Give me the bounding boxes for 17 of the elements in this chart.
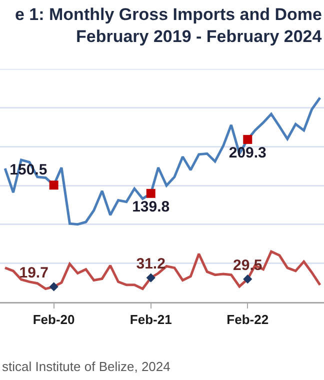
- point: [146, 188, 156, 198]
- data-label: 29.5: [233, 256, 262, 274]
- point: [243, 134, 252, 144]
- point: [49, 180, 58, 190]
- text: stical Institute of Belize, 2024: [2, 359, 170, 374]
- x-tick-label: Feb-22: [226, 312, 269, 328]
- data-label: 139.8: [132, 198, 170, 216]
- point: [49, 282, 58, 292]
- point: [146, 273, 156, 282]
- data-label: 19.7: [19, 264, 48, 282]
- x-tick-label: Feb-21: [130, 312, 172, 328]
- chart-subtitle: February 2019 - February 2024: [76, 27, 322, 46]
- x-tick-label: Feb-20: [32, 312, 75, 328]
- data-label: 209.3: [228, 144, 266, 162]
- data-label: 31.2: [136, 256, 166, 273]
- chart-title: e 1: Monthly Gross Imports and Dome: [15, 5, 322, 24]
- point: [243, 274, 252, 284]
